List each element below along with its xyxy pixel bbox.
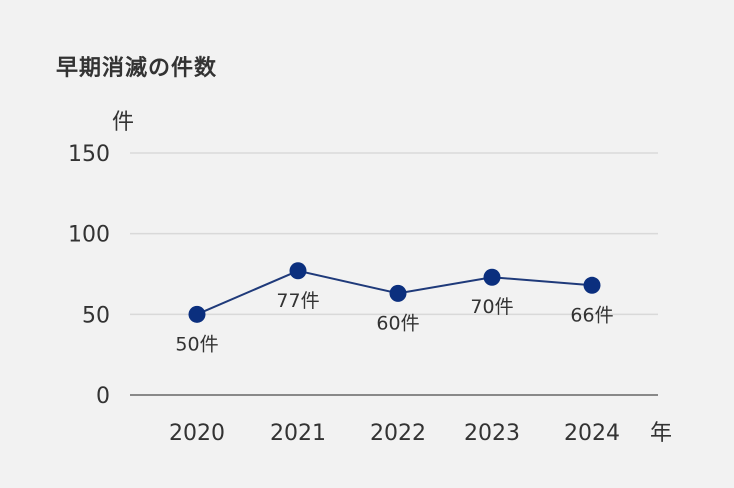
y-tick-labels: 0 50 100 150 (68, 142, 110, 409)
x-tick-label: 2024 (564, 421, 620, 446)
data-points (188, 262, 601, 323)
x-tick-label: 2020 (169, 421, 225, 446)
y-tick-label: 50 (82, 303, 110, 328)
data-point (188, 305, 206, 323)
grid-lines (130, 152, 658, 316)
y-tick-label: 150 (68, 142, 110, 167)
x-tick-labels: 2020 2021 2022 2023 2024 (169, 421, 620, 446)
data-label: 77件 (276, 290, 319, 312)
y-axis-unit-label: 件 (112, 110, 134, 135)
data-label: 66件 (570, 304, 613, 326)
data-point (389, 284, 407, 302)
x-axis-unit-label: 年 (650, 421, 672, 446)
x-tick-label: 2023 (464, 421, 520, 446)
data-label: 70件 (470, 296, 513, 318)
y-tick-label: 0 (96, 384, 110, 409)
data-labels: 50件 77件 60件 70件 66件 (175, 290, 613, 356)
data-label: 60件 (376, 312, 419, 334)
data-point (483, 268, 501, 286)
data-label: 50件 (175, 333, 218, 355)
chart-title: 早期消滅の件数 (56, 56, 218, 81)
data-point (583, 276, 601, 294)
data-point (289, 262, 307, 280)
x-tick-label: 2022 (370, 421, 426, 446)
x-tick-label: 2021 (270, 421, 326, 446)
y-tick-label: 100 (68, 223, 110, 248)
